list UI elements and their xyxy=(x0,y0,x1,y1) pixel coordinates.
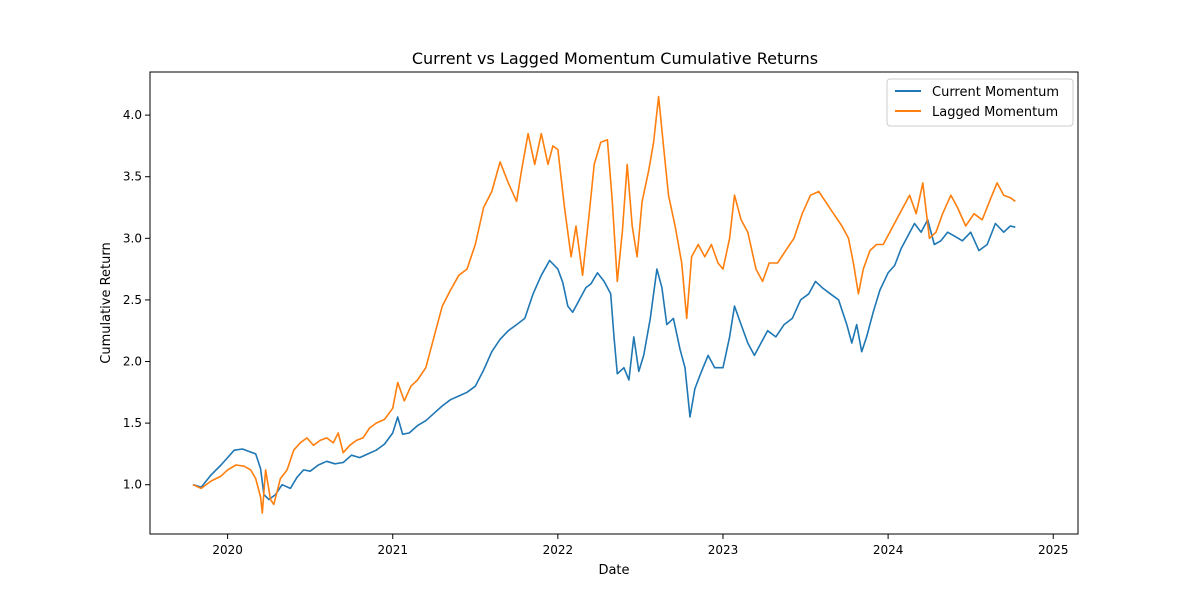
series-line-current-momentum xyxy=(192,219,1016,501)
x-axis: 2020 2021 2022 2023 2024 2025 xyxy=(212,534,1069,557)
chart-title: Current vs Lagged Momentum Cumulative Re… xyxy=(412,49,818,68)
y-tick-label: 3.5 xyxy=(123,170,142,184)
x-tick-label: 2024 xyxy=(873,543,904,557)
plot-frame xyxy=(149,71,1079,535)
series-layer xyxy=(192,95,1016,514)
x-tick-label: 2022 xyxy=(543,543,574,557)
series-line-lagged-momentum xyxy=(192,95,1016,514)
y-tick-label: 4.0 xyxy=(123,108,142,122)
legend: Current Momentum Lagged Momentum xyxy=(886,78,1074,127)
x-tick-label: 2020 xyxy=(212,543,243,557)
plot-area: 2020 2021 2022 2023 2024 2025 1.0 1.5 2.0 2.5 3.0… xyxy=(123,71,1079,557)
y-tick-label: 1.0 xyxy=(123,478,142,492)
x-axis-label: Date xyxy=(598,563,629,578)
legend-box xyxy=(886,78,1074,127)
legend-label: Current Momentum xyxy=(932,85,1059,100)
legend-label: Lagged Momentum xyxy=(932,105,1058,120)
y-tick-label: 3.0 xyxy=(123,231,142,245)
y-axis-label: Cumulative Return xyxy=(99,242,114,363)
x-tick-label: 2021 xyxy=(377,543,408,557)
y-tick-label: 1.5 xyxy=(123,416,142,430)
y-axis: 1.0 1.5 2.0 2.5 3.0 3.5 4.0 xyxy=(123,108,150,492)
x-tick-label: 2023 xyxy=(708,543,739,557)
y-tick-label: 2.0 xyxy=(123,355,142,369)
x-tick-label: 2025 xyxy=(1038,543,1069,557)
y-tick-label: 2.5 xyxy=(123,293,142,307)
